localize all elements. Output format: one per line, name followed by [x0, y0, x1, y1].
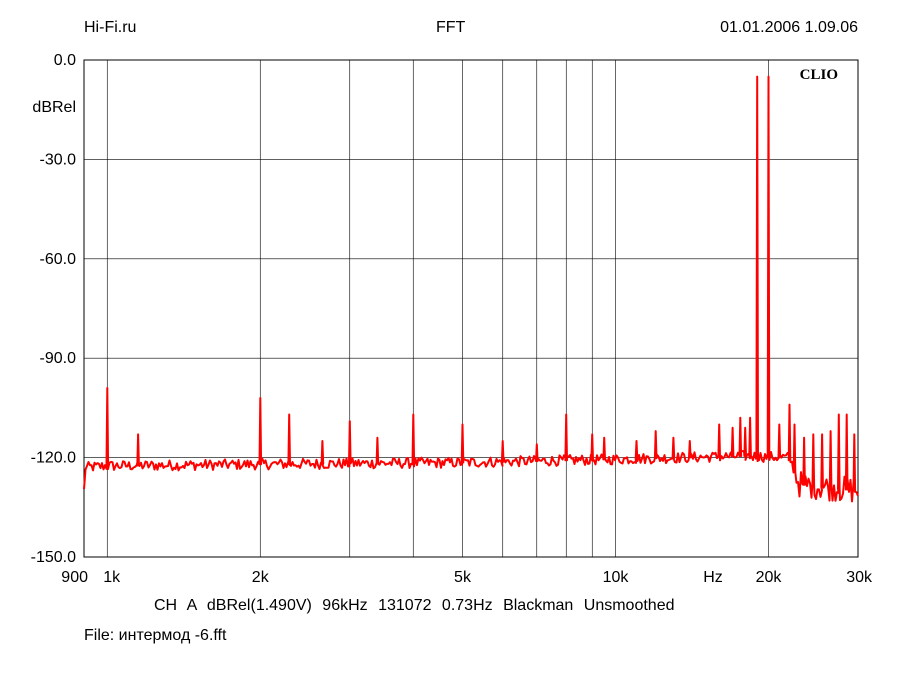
header-timestamp: 01.01.2006 1.09.06: [720, 19, 858, 36]
x-tick-label: 900: [61, 569, 88, 586]
y-tick-label: -90.0: [40, 350, 77, 367]
y-tick-label: -30.0: [40, 151, 77, 168]
x-unit-label: Hz: [703, 569, 723, 586]
y-tick-label: -60.0: [40, 251, 77, 268]
x-tick-label: 5k: [454, 569, 472, 586]
y-tick-label: -120.0: [31, 450, 76, 467]
y-tick-labels: 0.0 -30.0 -60.0 -90.0 -120.0 -150.0: [31, 52, 76, 566]
file-name: File: интермод -6.fft: [84, 627, 227, 644]
x-tick-label: 2k: [252, 569, 270, 586]
x-tick-label: 10k: [603, 569, 630, 586]
measurement-settings: CH A dBRel(1.490V) 96kHz 131072 0.73Hz B…: [154, 597, 675, 614]
x-tick-label: 20k: [756, 569, 783, 586]
grid-lines: [84, 59, 858, 558]
y-tick-label: -150.0: [31, 549, 76, 566]
x-tick-label: 1k: [103, 569, 121, 586]
clio-brand-label: CLIO: [800, 67, 838, 83]
y-unit-label: dBRel: [32, 99, 76, 116]
header-left-label: Hi-Fi.ru: [84, 19, 137, 36]
x-tick-labels: 900 1k 2k 5k 10k 20k 30k: [61, 569, 873, 586]
header-title: FFT: [436, 19, 466, 36]
y-tick-label: 0.0: [54, 52, 76, 69]
spectrum-trace: [83, 75, 859, 503]
plot-area: [83, 59, 859, 558]
x-tick-label: 30k: [846, 569, 873, 586]
